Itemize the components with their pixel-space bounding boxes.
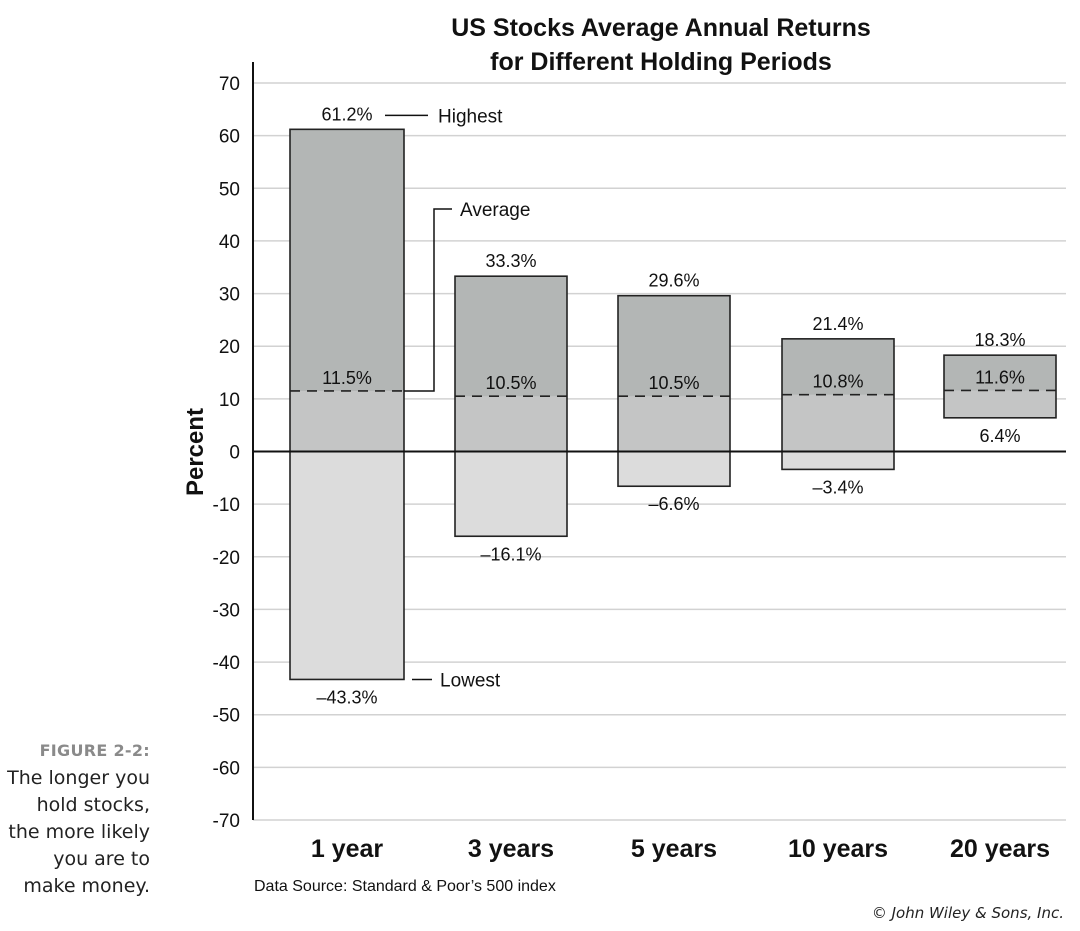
x-category-label: 1 year [311,835,384,863]
y-tick-label: -70 [213,811,240,832]
x-axis-categories: 1 year 3 years 5 years 10 years 20 years [311,835,1050,863]
y-tick-label: -50 [213,706,240,727]
bar-average-band [782,394,894,452]
copyright-notice: © John Wiley & Sons, Inc. [871,904,1064,922]
figure-caption: The longer you hold stocks, the more lik… [7,767,150,897]
average-value-label: 11.5% [322,368,372,388]
bar-negative-segment [782,451,894,470]
lowest-value-label: –6.6% [648,494,699,514]
highest-value-label: 21.4% [812,314,863,334]
bar-outline [289,128,405,681]
y-axis-ticks: -70 -60 -50 -40 -30 -20 -10 0 10 20 30 40 50 60 70 [213,74,240,832]
y-tick-label: -40 [213,653,240,674]
y-tick-label: 50 [219,179,240,200]
lowest-value-label: –3.4% [812,477,863,497]
chart-title-line-1: US Stocks Average Annual Returns [451,14,871,42]
data-source: Data Source: Standard & Poor’s 500 index [254,878,556,895]
x-category-label: 20 years [950,835,1050,863]
axes [252,62,1066,820]
bar-average-band [944,390,1056,418]
bar-negative-segment [455,451,567,537]
x-category-label: 10 years [788,835,888,863]
lowest-value-label: –43.3% [316,687,377,707]
x-category-label: 5 years [631,835,717,863]
bars [289,128,1057,681]
bar-average-band [618,396,730,452]
y-tick-label: 10 [219,390,240,411]
y-tick-label: 0 [229,443,240,464]
highest-value-label: 61.2% [321,104,372,124]
lowest-value-label: 6.4% [979,426,1020,446]
bar-average-band [290,390,404,452]
y-tick-label: 60 [219,127,240,148]
lowest-value-label: –16.1% [480,544,541,564]
highest-value-label: 29.6% [648,271,699,291]
bar-outline [617,294,731,488]
bar-negative-segment [290,451,404,680]
y-tick-label: -10 [213,495,240,516]
average-value-label: 10.5% [485,373,536,393]
average-value-label: 10.5% [648,373,699,393]
bar-outline [781,338,895,471]
bar-outline [454,275,568,538]
average-value-label: 11.6% [975,367,1025,387]
lowest-annotation: Lowest [440,670,501,691]
value-labels: 61.2% 11.5% –43.3% 33.3% 10.5% –16.1% 29.6% 10.… [316,104,1025,707]
average-leader-line [404,208,452,392]
y-tick-label: 30 [219,285,240,306]
annotations: Highest Average Lowest [385,106,530,691]
x-category-label: 3 years [468,835,554,863]
figure-label: FIGURE 2-2: [39,741,150,760]
bar-outline [943,354,1057,419]
highest-value-label: 18.3% [974,330,1025,350]
y-tick-label: 40 [219,232,240,253]
y-axis-label: Percent [182,408,209,496]
highest-value-label: 33.3% [485,251,536,271]
y-tick-label: 20 [219,337,240,358]
y-tick-label: -30 [213,600,240,621]
y-tick-label: -60 [213,758,240,779]
average-value-label: 10.8% [812,372,863,392]
y-tick-label: -20 [213,548,240,569]
bar-negative-segment [618,451,730,487]
y-tick-label: 70 [219,74,240,95]
average-annotation: Average [460,200,530,221]
bar-average-band [455,396,567,452]
highest-annotation: Highest [438,106,503,127]
chart-title-line-2: for Different Holding Periods [490,48,832,76]
